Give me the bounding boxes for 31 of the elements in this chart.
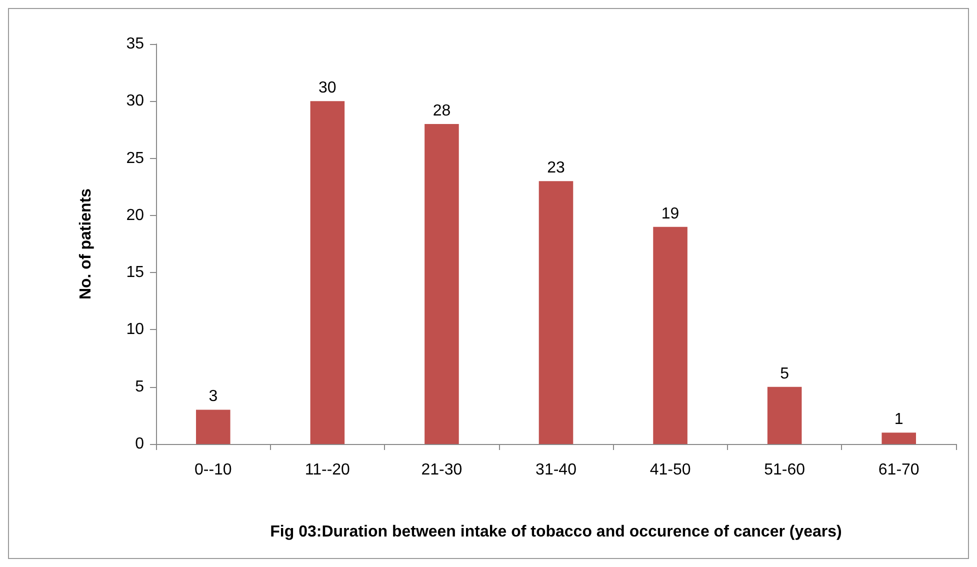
bar xyxy=(538,181,574,444)
x-tick-label: 51-60 xyxy=(764,462,806,478)
y-tick-label: 15 xyxy=(126,264,144,282)
x-tick-label: 11--20 xyxy=(304,462,350,478)
bar xyxy=(882,432,916,444)
data-label: 30 xyxy=(318,80,336,97)
data-label: 23 xyxy=(547,160,565,177)
y-tick-label: 5 xyxy=(135,378,144,396)
bar xyxy=(767,386,802,444)
data-label: 19 xyxy=(661,205,680,222)
x-tick-label: 61-70 xyxy=(878,462,920,478)
data-label: 1 xyxy=(894,411,904,428)
data-label: 5 xyxy=(780,365,790,382)
x-tick-label: 0--10 xyxy=(194,462,232,478)
y-tick-label: 10 xyxy=(126,321,144,338)
bar xyxy=(653,226,688,444)
data-label: 3 xyxy=(208,388,218,406)
y-tick-label: 35 xyxy=(126,36,144,52)
bar xyxy=(196,410,230,444)
y-tick-label: 0 xyxy=(135,436,144,452)
x-tick-label: 41-50 xyxy=(650,462,691,478)
y-tick-label: 20 xyxy=(126,206,144,224)
x-tick-label: 21-30 xyxy=(421,462,462,478)
bar xyxy=(424,124,459,444)
y-tick-label: 30 xyxy=(126,92,144,110)
x-axis-title: Fig 03:Duration between intake of tobacco and occurence of cancer (years) xyxy=(270,524,842,540)
y-axis-title: No. of patients xyxy=(78,188,94,300)
bar xyxy=(310,101,345,444)
y-tick-label: 25 xyxy=(126,150,144,167)
data-label: 28 xyxy=(432,102,451,120)
x-tick-label: 31-40 xyxy=(536,462,577,478)
